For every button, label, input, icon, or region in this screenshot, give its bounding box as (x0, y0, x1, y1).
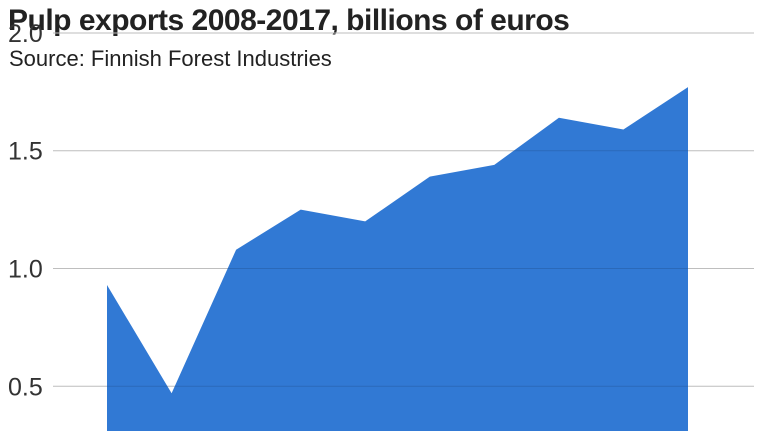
data-point-2008 (105, 283, 109, 287)
chart-subtitle: Source: Finnish Forest Industries (9, 46, 332, 71)
data-point-2014 (492, 163, 496, 167)
y-tick-label: 0.5 (8, 373, 43, 401)
chart-title: Pulp exports 2008-2017, billions of euro… (8, 4, 570, 37)
data-point-2013 (428, 175, 432, 179)
data-point-2016 (621, 128, 625, 132)
data-point-2011 (299, 208, 303, 212)
y-tick-label: 1.0 (8, 255, 43, 283)
data-point-2009 (170, 391, 174, 395)
data-point-2012 (363, 219, 367, 223)
data-point-2010 (234, 248, 238, 252)
data-point-2017 (686, 85, 690, 89)
y-tick-label: 1.5 (8, 138, 43, 166)
data-point-2015 (557, 116, 561, 120)
area-series-0 (107, 87, 688, 431)
y-tick-label: 2.0 (8, 20, 43, 48)
